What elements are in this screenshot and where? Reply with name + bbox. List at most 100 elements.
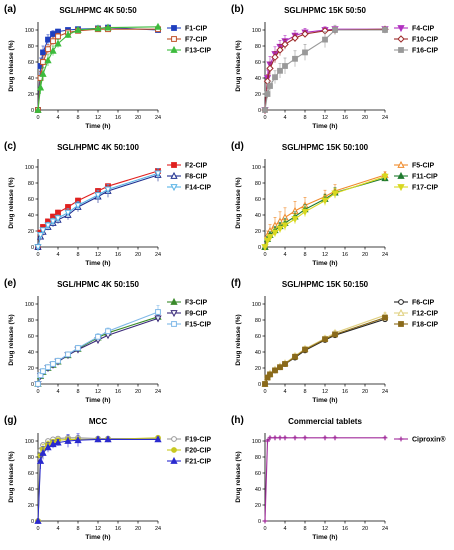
- panel-letter: (b): [231, 4, 244, 15]
- x-tick-label: 0: [263, 526, 266, 532]
- data-point: [50, 361, 56, 367]
- data-series: [34, 312, 162, 387]
- data-series: [261, 25, 389, 114]
- legend-label: F4-CIP: [412, 26, 435, 33]
- data-point: [271, 229, 279, 237]
- legend-swatch-marker: [171, 447, 177, 453]
- x-tick-label: 12: [95, 252, 101, 258]
- data-point: [74, 202, 82, 210]
- data-series: [35, 434, 161, 524]
- legend-label: F13-CIP: [185, 48, 211, 55]
- data-point: [39, 227, 47, 235]
- data-point: [45, 36, 51, 43]
- x-tick-label: 8: [76, 252, 79, 258]
- x-axis-label: Time (h): [312, 534, 337, 541]
- data-series: [35, 305, 161, 387]
- data-point: [292, 435, 298, 441]
- y-tick-label: 20: [28, 229, 34, 235]
- y-axis-label: Drug release (%): [8, 40, 15, 91]
- legend-label: F18-CIP: [412, 322, 438, 329]
- legend-label: F16-CIP: [412, 48, 438, 55]
- x-tick-label: 8: [303, 252, 306, 258]
- legend-label: F17-CIP: [412, 185, 438, 192]
- legend-label: F3-CIP: [185, 300, 208, 307]
- data-series: [262, 24, 388, 113]
- chart-panel: (h) Commercial tablets 0 4 8 12 16 20 24 0 20 40 60 8…: [231, 415, 446, 541]
- data-point: [382, 27, 388, 33]
- data-point: [64, 30, 72, 38]
- x-tick-label: 12: [322, 389, 328, 395]
- data-point: [75, 345, 81, 351]
- data-point: [267, 371, 273, 378]
- x-axis-label: Time (h): [85, 260, 110, 267]
- data-point: [282, 361, 288, 367]
- data-series: [34, 168, 162, 252]
- chart-title: SGL/HPMC 15K 50:50: [284, 6, 366, 15]
- x-tick-label: 24: [382, 389, 388, 395]
- x-tick-label: 0: [36, 526, 39, 532]
- data-point: [154, 170, 162, 178]
- legend-label: F7-CIP: [185, 37, 208, 44]
- legend-label: Ciproxin®: [412, 436, 446, 444]
- y-tick-label: 100: [25, 28, 34, 34]
- legend-swatch-marker: [170, 456, 178, 464]
- data-series: [35, 26, 161, 113]
- data-point: [94, 24, 102, 32]
- data-point: [40, 59, 46, 65]
- series-line: [264, 437, 385, 522]
- legend-swatch-marker: [398, 47, 404, 53]
- data-point: [291, 34, 299, 42]
- y-tick-label: 40: [28, 213, 34, 219]
- x-tick-label: 16: [342, 389, 348, 395]
- data-point: [302, 435, 308, 441]
- y-axis-label: Drug release (%): [235, 177, 242, 228]
- y-tick-label: 100: [252, 302, 261, 308]
- legend-label: F8-CIP: [185, 174, 208, 181]
- data-series: [34, 22, 162, 113]
- data-point: [382, 314, 388, 321]
- data-point: [45, 46, 51, 53]
- x-tick-label: 8: [76, 526, 79, 532]
- series-line: [37, 170, 159, 248]
- chart-panel: (g) MCC 0 4 8 12 16 20 24 0 20 40 60 80 100 Time (h) Dru…: [4, 415, 211, 541]
- legend-swatch-marker: [397, 160, 405, 168]
- chart-panel: (b) SGL/HPMC 15K 50:50 0 4 8 12 16 20 24 0 20 40 60 8…: [231, 4, 438, 130]
- x-tick-label: 4: [283, 389, 286, 395]
- y-axis-label: Drug release (%): [8, 314, 15, 365]
- data-point: [332, 27, 338, 33]
- panel-letter: (g): [4, 415, 17, 426]
- legend-swatch-marker: [398, 299, 404, 305]
- y-tick-label: 80: [255, 318, 261, 324]
- legend-label: F12-CIP: [412, 311, 438, 318]
- x-tick-label: 24: [382, 115, 388, 121]
- data-point: [272, 74, 278, 81]
- data-point: [104, 23, 112, 31]
- y-tick-label: 40: [28, 76, 34, 82]
- data-point: [276, 46, 284, 54]
- data-point: [64, 209, 72, 217]
- legend-swatch-marker: [398, 321, 404, 327]
- x-tick-label: 20: [135, 526, 141, 532]
- y-tick-label: 40: [255, 350, 261, 356]
- data-point: [55, 209, 61, 216]
- legend-label: F2-CIP: [185, 163, 208, 170]
- y-tick-label: 20: [255, 229, 261, 235]
- series-line: [37, 437, 158, 522]
- legend-swatch-marker: [171, 36, 177, 42]
- data-point: [55, 357, 61, 364]
- data-series: [262, 314, 388, 387]
- chart-panel: (d) SGL/HPMC 15K 50:100 0 4 8 12 16 20 24 0 20 40 60…: [231, 141, 438, 267]
- data-point: [301, 30, 309, 38]
- legend-swatch-marker: [398, 436, 404, 442]
- x-tick-label: 20: [135, 115, 141, 121]
- y-axis-label: Drug release (%): [235, 314, 242, 365]
- legend-swatch-marker: [171, 321, 177, 327]
- x-tick-label: 24: [382, 526, 388, 532]
- y-axis-label: Drug release (%): [235, 40, 242, 91]
- chart-title: SGL/HPMC 15K 50:100: [282, 143, 369, 152]
- data-series: [261, 173, 389, 252]
- data-point: [94, 192, 102, 200]
- data-point: [281, 222, 289, 230]
- x-tick-label: 4: [56, 115, 59, 121]
- data-point: [267, 83, 273, 89]
